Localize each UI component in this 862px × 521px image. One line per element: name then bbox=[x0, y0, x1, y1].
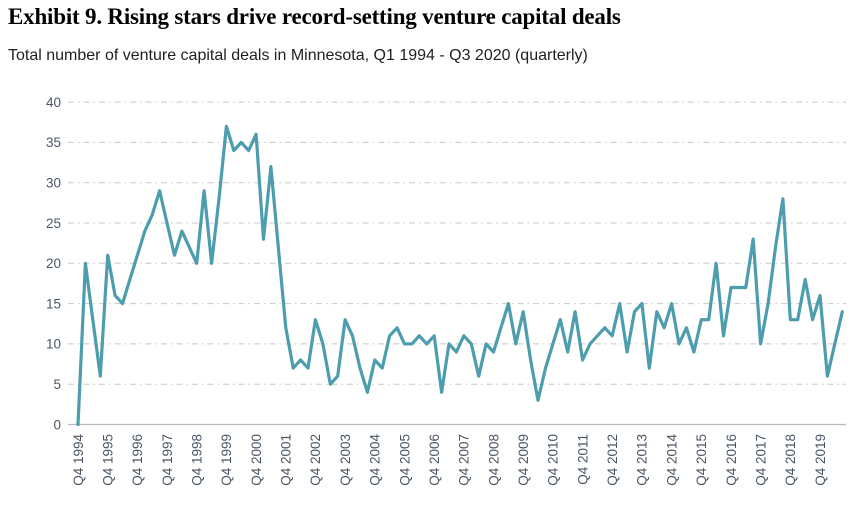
svg-text:Q4 1999: Q4 1999 bbox=[219, 434, 234, 486]
svg-text:Q4 1994: Q4 1994 bbox=[71, 434, 86, 486]
svg-text:5: 5 bbox=[53, 377, 61, 392]
svg-text:Q4 2002: Q4 2002 bbox=[308, 434, 323, 486]
svg-text:Q4 2009: Q4 2009 bbox=[516, 434, 531, 486]
chart-title: Exhibit 9. Rising stars drive record-set… bbox=[8, 4, 621, 29]
svg-text:Q4 1995: Q4 1995 bbox=[101, 434, 116, 486]
svg-text:Q4 2014: Q4 2014 bbox=[664, 434, 679, 486]
svg-text:Q4 2015: Q4 2015 bbox=[694, 434, 709, 486]
svg-text:Q4 2011: Q4 2011 bbox=[575, 434, 590, 485]
svg-text:15: 15 bbox=[46, 296, 61, 311]
deals-series-line bbox=[76, 124, 844, 427]
y-axis-labels: 0 5 10 15 20 25 30 35 40 bbox=[46, 95, 61, 432]
svg-text:Q4 2017: Q4 2017 bbox=[753, 434, 768, 486]
svg-text:Q4 2013: Q4 2013 bbox=[635, 434, 650, 486]
x-axis-labels: Q4 1994 Q4 1995 Q4 1996 Q4 1997 Q4 1998 Q4 19… bbox=[71, 434, 828, 486]
svg-text:Q4 2007: Q4 2007 bbox=[457, 434, 472, 486]
svg-text:25: 25 bbox=[46, 216, 61, 231]
svg-text:Q4 1996: Q4 1996 bbox=[130, 434, 145, 486]
svg-text:40: 40 bbox=[46, 95, 61, 110]
svg-text:Q4 2005: Q4 2005 bbox=[397, 434, 412, 486]
svg-text:Q4 2019: Q4 2019 bbox=[813, 434, 828, 486]
svg-text:30: 30 bbox=[46, 176, 61, 191]
svg-text:Q4 1997: Q4 1997 bbox=[160, 434, 175, 486]
svg-text:0: 0 bbox=[53, 417, 61, 432]
svg-text:Q4 2016: Q4 2016 bbox=[724, 434, 739, 486]
svg-text:Q4 2004: Q4 2004 bbox=[368, 434, 383, 486]
svg-text:Q4 2018: Q4 2018 bbox=[783, 434, 798, 486]
svg-text:Q4 2000: Q4 2000 bbox=[249, 434, 264, 486]
svg-text:Q4 2010: Q4 2010 bbox=[546, 434, 561, 486]
svg-text:Q4 2003: Q4 2003 bbox=[338, 434, 353, 486]
svg-text:20: 20 bbox=[46, 256, 61, 271]
y-gridlines bbox=[68, 101, 846, 385]
chart-subtitle: Total number of venture capital deals in… bbox=[8, 47, 588, 64]
svg-text:Q4 2012: Q4 2012 bbox=[605, 434, 620, 486]
svg-text:Q4 2006: Q4 2006 bbox=[427, 434, 442, 486]
svg-text:35: 35 bbox=[46, 135, 61, 150]
svg-text:Q4 2008: Q4 2008 bbox=[486, 434, 501, 486]
svg-text:10: 10 bbox=[46, 337, 61, 352]
svg-text:Q4 1998: Q4 1998 bbox=[190, 434, 205, 486]
svg-text:Q4 2001: Q4 2001 bbox=[279, 434, 294, 486]
